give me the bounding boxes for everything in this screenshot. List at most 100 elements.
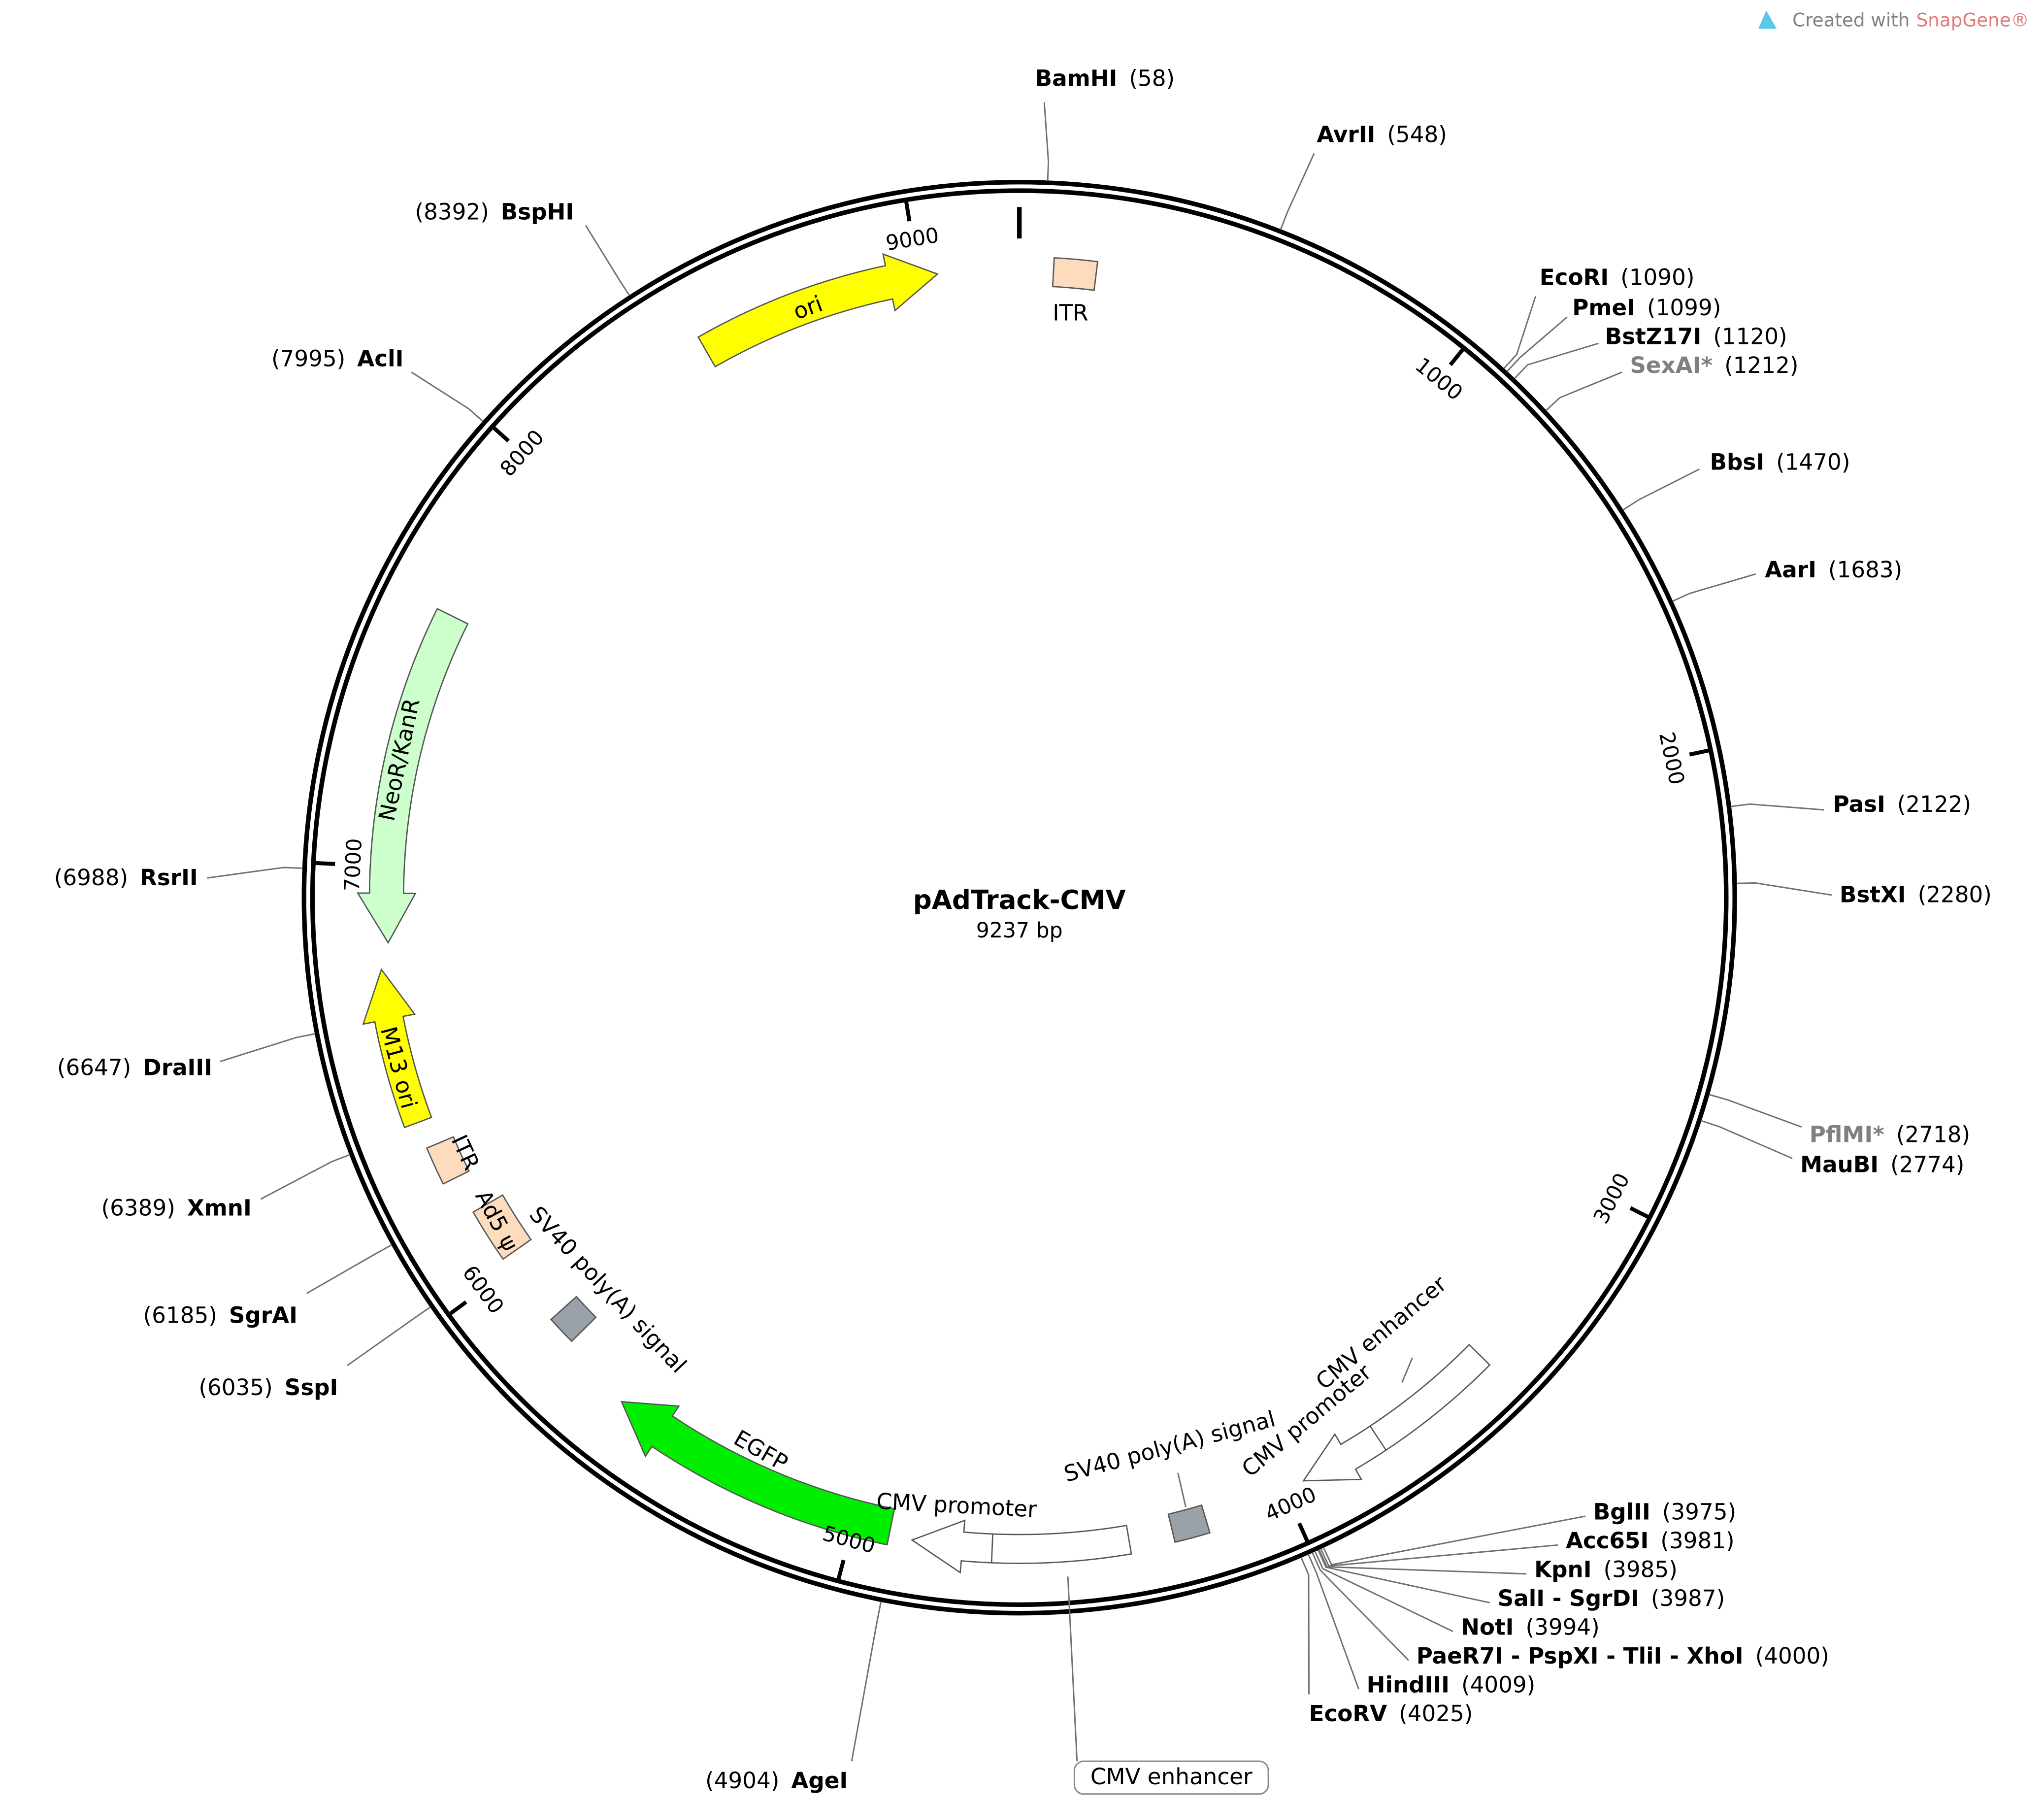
site-leader bbox=[347, 1306, 431, 1367]
sites: BamHI (58) AvrII (548) EcoRI (1090) PmeI (1099)… bbox=[54, 65, 1992, 1794]
site-name: PflMI* bbox=[1810, 1121, 1884, 1147]
site-leader bbox=[1314, 1551, 1453, 1633]
site-leader bbox=[1320, 1544, 1558, 1567]
site-position: (2718) bbox=[1896, 1121, 1970, 1147]
site-leader bbox=[1731, 803, 1824, 811]
feature-shape bbox=[362, 968, 432, 1129]
site-leader bbox=[1043, 102, 1050, 181]
site-name: BstXI bbox=[1840, 882, 1906, 908]
site-leader bbox=[1622, 468, 1700, 511]
site-leader bbox=[1312, 1552, 1409, 1661]
site-label: BbsI (1470) bbox=[1710, 449, 1850, 475]
site-name: SgrAI bbox=[229, 1302, 297, 1328]
site-leader bbox=[1514, 342, 1599, 379]
site-name: BglII bbox=[1593, 1499, 1650, 1525]
label-box bbox=[1073, 1760, 1269, 1795]
site-leader bbox=[1322, 1515, 1586, 1566]
site-position: (2122) bbox=[1897, 791, 1971, 817]
site-leader bbox=[260, 1154, 350, 1200]
site-leader bbox=[1672, 573, 1756, 602]
site-label: (6647) DraIII bbox=[57, 1055, 212, 1081]
site-position: (3985) bbox=[1604, 1557, 1678, 1583]
site-name: PmeI bbox=[1572, 295, 1635, 321]
site-name: DraIII bbox=[143, 1055, 212, 1081]
site-leader bbox=[1701, 1120, 1793, 1159]
site-label: AarI (1683) bbox=[1765, 557, 1902, 583]
feature-leader bbox=[1401, 1357, 1414, 1383]
site-position: (3987) bbox=[1651, 1585, 1725, 1611]
site-position: (58) bbox=[1129, 65, 1175, 91]
site-position: (2280) bbox=[1918, 882, 1992, 908]
feature-divider bbox=[1369, 1426, 1387, 1451]
brand-prefix: Created with bbox=[1792, 9, 1910, 31]
site-label: HindIII (4009) bbox=[1367, 1672, 1536, 1698]
site-label: BstZ17I (1120) bbox=[1605, 323, 1787, 349]
feature-shape bbox=[1167, 1504, 1211, 1543]
site-position: (1090) bbox=[1620, 265, 1694, 291]
site-name: NotI bbox=[1461, 1614, 1514, 1640]
feature-shape bbox=[356, 607, 469, 944]
site-leader bbox=[851, 1601, 882, 1762]
site-label: PmeI (1099) bbox=[1572, 295, 1721, 321]
site-position: (4904) bbox=[705, 1768, 779, 1794]
site-label: (6185) SgrAI bbox=[143, 1302, 297, 1328]
site-name: BspHI bbox=[501, 199, 574, 225]
site-name: XmnI bbox=[187, 1195, 252, 1221]
site-label: PasI (2122) bbox=[1833, 791, 1972, 817]
site-position: (548) bbox=[1387, 122, 1447, 148]
site-position: (6185) bbox=[143, 1302, 217, 1328]
site-name: Acc65I bbox=[1566, 1528, 1648, 1554]
backbone-outer bbox=[301, 180, 1737, 1616]
feature-shape bbox=[620, 1401, 895, 1546]
ruler-tick bbox=[1449, 348, 1464, 367]
site-label: AvrII (548) bbox=[1317, 122, 1447, 148]
backbone-inner bbox=[310, 188, 1729, 1607]
site-position: (7995) bbox=[271, 346, 345, 372]
feature-leader bbox=[1067, 1576, 1078, 1762]
site-leader bbox=[306, 1244, 392, 1294]
feature-shape bbox=[472, 1194, 532, 1260]
site-label: SexAI* (1212) bbox=[1630, 352, 1798, 378]
site-name: PaeR7I - PspXI - TliI - XhoI bbox=[1417, 1643, 1744, 1669]
ruler-tick bbox=[1689, 748, 1710, 757]
site-position: (1212) bbox=[1724, 352, 1798, 378]
site-position: (3994) bbox=[1525, 1614, 1599, 1640]
site-label: (6988) RsrII bbox=[54, 865, 198, 891]
site-label: NotI (3994) bbox=[1461, 1614, 1600, 1640]
site-leader bbox=[1308, 1554, 1360, 1690]
site-position: (1470) bbox=[1776, 449, 1850, 475]
site-label: (7995) AclI bbox=[271, 346, 403, 372]
plasmid-name: pAdTrack-CMV bbox=[913, 885, 1126, 915]
site-leader bbox=[1300, 1557, 1310, 1695]
site-leader bbox=[220, 1033, 315, 1063]
site-label: EcoRV (4025) bbox=[1309, 1701, 1473, 1727]
ruler-tick bbox=[1629, 1206, 1649, 1219]
ruler-tick bbox=[315, 861, 335, 866]
site-name: HindIII bbox=[1367, 1672, 1450, 1698]
site-label: BglII (3975) bbox=[1593, 1499, 1736, 1525]
site-name: RsrII bbox=[140, 865, 198, 891]
site-name: KpnI bbox=[1534, 1557, 1591, 1583]
ruler-tick bbox=[1297, 1522, 1309, 1542]
brand-icon bbox=[1758, 10, 1777, 29]
site-name: AvrII bbox=[1317, 122, 1376, 148]
site-leader bbox=[1503, 296, 1537, 369]
feature-leader bbox=[1177, 1472, 1187, 1507]
ruler-tick bbox=[492, 426, 510, 443]
site-leader bbox=[1506, 316, 1568, 372]
site-leader bbox=[1280, 153, 1315, 230]
site-leader bbox=[1317, 1549, 1490, 1603]
feature-shape bbox=[1052, 257, 1099, 291]
feature-shape bbox=[550, 1296, 597, 1342]
site-label: SalI - SgrDI (3987) bbox=[1498, 1585, 1725, 1611]
site-label: (4904) AgeI bbox=[705, 1768, 848, 1794]
site-name: AarI bbox=[1765, 557, 1816, 583]
feature-shape bbox=[697, 253, 939, 368]
site-leader bbox=[207, 867, 303, 879]
site-label: (6389) XmnI bbox=[101, 1195, 252, 1221]
branding: Created with SnapGene® bbox=[1792, 9, 2029, 31]
site-name: AclI bbox=[357, 346, 403, 372]
site-label: KpnI (3985) bbox=[1534, 1557, 1678, 1583]
